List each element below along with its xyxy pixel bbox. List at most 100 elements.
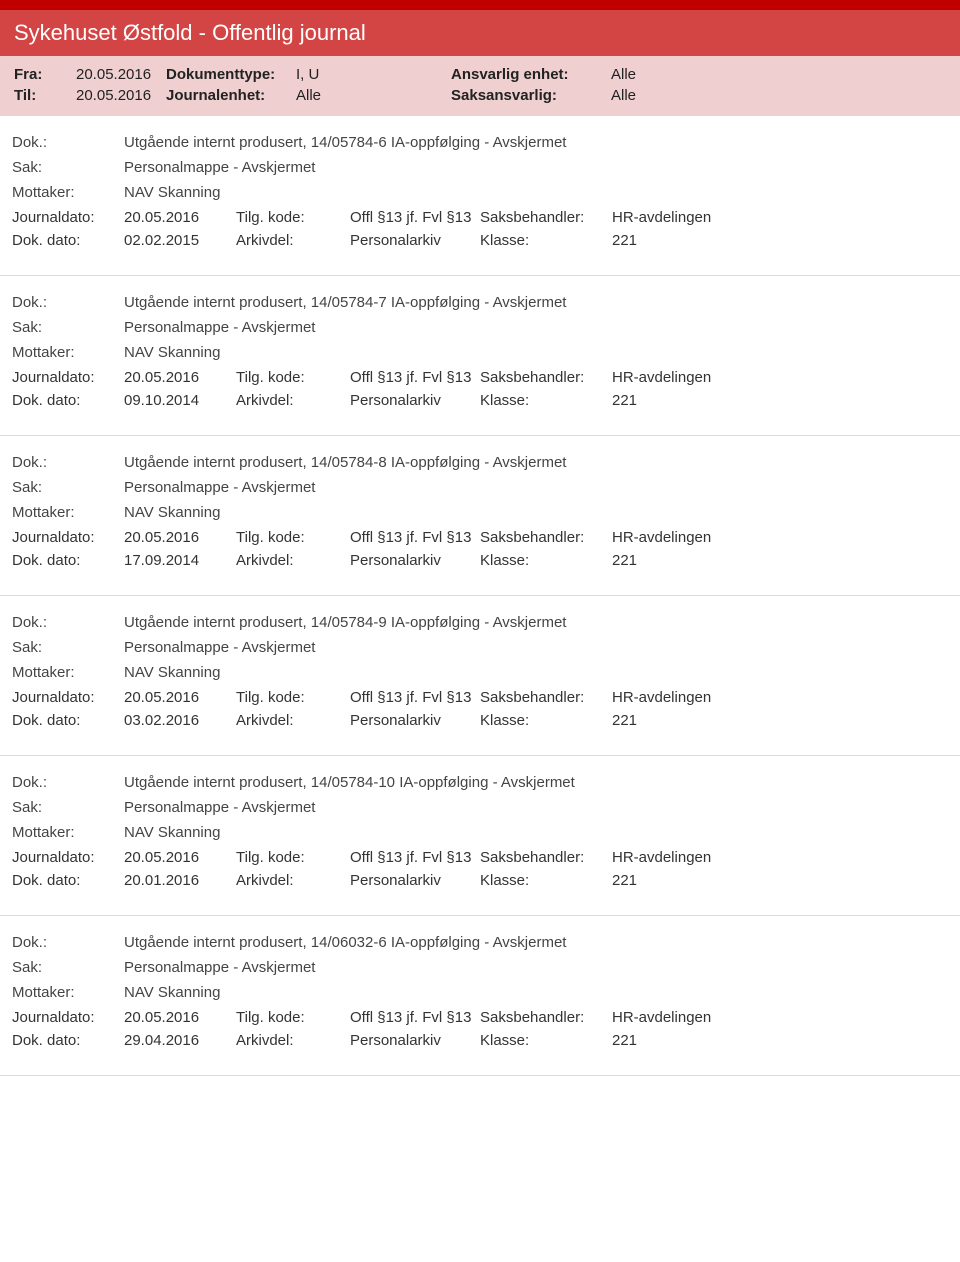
journaldato-label: Journaldato:: [12, 209, 124, 226]
klasse-label: Klasse:: [480, 1032, 612, 1049]
saksbehandler-value: HR-avdelingen: [612, 689, 711, 706]
klasse-value: 221: [612, 392, 637, 409]
dokdato-value: 20.01.2016: [124, 872, 236, 889]
mottaker-value: NAV Skanning: [124, 504, 220, 521]
klasse-value: 221: [612, 232, 637, 249]
journaldato-value: 20.05.2016: [124, 849, 236, 866]
dok-value: Utgående internt produsert, 14/05784-10 …: [124, 774, 575, 791]
filter-bar: Fra: 20.05.2016 Dokumenttype: I, U Ansva…: [0, 56, 960, 116]
tilgkode-label: Tilg. kode:: [236, 529, 350, 546]
saksansvarlig-value: Alle: [611, 87, 636, 104]
arkivdel-label: Arkivdel:: [236, 712, 350, 729]
til-label: Til:: [14, 87, 76, 104]
doktype-label: Dokumenttype:: [166, 66, 296, 83]
arkivdel-label: Arkivdel:: [236, 392, 350, 409]
saksansvarlig-label: Saksansvarlig:: [451, 87, 611, 104]
sak-label: Sak:: [12, 799, 124, 816]
mottaker-label: Mottaker:: [12, 984, 124, 1001]
mottaker-label: Mottaker:: [12, 824, 124, 841]
sak-label: Sak:: [12, 479, 124, 496]
tilgkode-value: Offl §13 jf. Fvl §13: [350, 209, 480, 226]
saksbehandler-value: HR-avdelingen: [612, 529, 711, 546]
mottaker-label: Mottaker:: [12, 664, 124, 681]
dokdato-value: 03.02.2016: [124, 712, 236, 729]
sak-value: Personalmappe - Avskjermet: [124, 479, 315, 496]
arkivdel-value: Personalarkiv: [350, 392, 480, 409]
journaldato-value: 20.05.2016: [124, 529, 236, 546]
dok-label: Dok.:: [12, 294, 124, 311]
dok-value: Utgående internt produsert, 14/06032-6 I…: [124, 934, 566, 951]
dokdato-value: 29.04.2016: [124, 1032, 236, 1049]
dok-label: Dok.:: [12, 454, 124, 471]
saksbehandler-value: HR-avdelingen: [612, 369, 711, 386]
mottaker-value: NAV Skanning: [124, 824, 220, 841]
tilgkode-label: Tilg. kode:: [236, 849, 350, 866]
journaldato-label: Journaldato:: [12, 369, 124, 386]
journaldato-label: Journaldato:: [12, 849, 124, 866]
saksbehandler-label: Saksbehandler:: [480, 209, 612, 226]
fra-value: 20.05.2016: [76, 66, 166, 83]
dok-value: Utgående internt produsert, 14/05784-8 I…: [124, 454, 566, 471]
dokdato-label: Dok. dato:: [12, 712, 124, 729]
journaldato-value: 20.05.2016: [124, 689, 236, 706]
journaldato-label: Journaldato:: [12, 1009, 124, 1026]
mottaker-value: NAV Skanning: [124, 664, 220, 681]
arkivdel-value: Personalarkiv: [350, 1032, 480, 1049]
dokdato-label: Dok. dato:: [12, 872, 124, 889]
dokdato-value: 09.10.2014: [124, 392, 236, 409]
klasse-label: Klasse:: [480, 392, 612, 409]
arkivdel-value: Personalarkiv: [350, 712, 480, 729]
klasse-label: Klasse:: [480, 552, 612, 569]
dok-label: Dok.:: [12, 934, 124, 951]
journaldato-value: 20.05.2016: [124, 369, 236, 386]
journalenhet-label: Journalenhet:: [166, 87, 296, 104]
sak-label: Sak:: [12, 959, 124, 976]
journal-entry: Dok.:Utgående internt produsert, 14/0578…: [0, 116, 960, 276]
dokdato-value: 17.09.2014: [124, 552, 236, 569]
dok-label: Dok.:: [12, 134, 124, 151]
journal-entry: Dok.:Utgående internt produsert, 14/0578…: [0, 756, 960, 916]
dokdato-label: Dok. dato:: [12, 232, 124, 249]
sak-value: Personalmappe - Avskjermet: [124, 159, 315, 176]
saksbehandler-label: Saksbehandler:: [480, 1009, 612, 1026]
dok-value: Utgående internt produsert, 14/05784-6 I…: [124, 134, 566, 151]
page-title: Sykehuset Østfold - Offentlig journal: [0, 10, 960, 56]
tilgkode-value: Offl §13 jf. Fvl §13: [350, 849, 480, 866]
top-accent-bar: [0, 0, 960, 10]
klasse-label: Klasse:: [480, 712, 612, 729]
arkivdel-label: Arkivdel:: [236, 232, 350, 249]
mottaker-label: Mottaker:: [12, 344, 124, 361]
dokdato-label: Dok. dato:: [12, 1032, 124, 1049]
journalenhet-value: Alle: [296, 87, 451, 104]
klasse-value: 221: [612, 872, 637, 889]
mottaker-value: NAV Skanning: [124, 984, 220, 1001]
saksbehandler-value: HR-avdelingen: [612, 209, 711, 226]
saksbehandler-label: Saksbehandler:: [480, 849, 612, 866]
klasse-value: 221: [612, 712, 637, 729]
dok-label: Dok.:: [12, 774, 124, 791]
journaldato-value: 20.05.2016: [124, 1009, 236, 1026]
tilgkode-label: Tilg. kode:: [236, 1009, 350, 1026]
journal-entry: Dok.:Utgående internt produsert, 14/0578…: [0, 436, 960, 596]
tilgkode-label: Tilg. kode:: [236, 689, 350, 706]
dok-value: Utgående internt produsert, 14/05784-7 I…: [124, 294, 566, 311]
tilgkode-value: Offl §13 jf. Fvl §13: [350, 529, 480, 546]
dokdato-label: Dok. dato:: [12, 552, 124, 569]
til-value: 20.05.2016: [76, 87, 166, 104]
ansvarlig-label: Ansvarlig enhet:: [451, 66, 611, 83]
sak-label: Sak:: [12, 639, 124, 656]
ansvarlig-value: Alle: [611, 66, 636, 83]
arkivdel-label: Arkivdel:: [236, 872, 350, 889]
journal-entry: Dok.:Utgående internt produsert, 14/0603…: [0, 916, 960, 1076]
filter-row: Fra: 20.05.2016 Dokumenttype: I, U Ansva…: [14, 66, 946, 83]
sak-label: Sak:: [12, 319, 124, 336]
journaldato-value: 20.05.2016: [124, 209, 236, 226]
journaldato-label: Journaldato:: [12, 689, 124, 706]
mottaker-label: Mottaker:: [12, 504, 124, 521]
saksbehandler-label: Saksbehandler:: [480, 369, 612, 386]
klasse-value: 221: [612, 1032, 637, 1049]
arkivdel-value: Personalarkiv: [350, 552, 480, 569]
entries-list: Dok.:Utgående internt produsert, 14/0578…: [0, 116, 960, 1076]
tilgkode-label: Tilg. kode:: [236, 209, 350, 226]
saksbehandler-value: HR-avdelingen: [612, 1009, 711, 1026]
